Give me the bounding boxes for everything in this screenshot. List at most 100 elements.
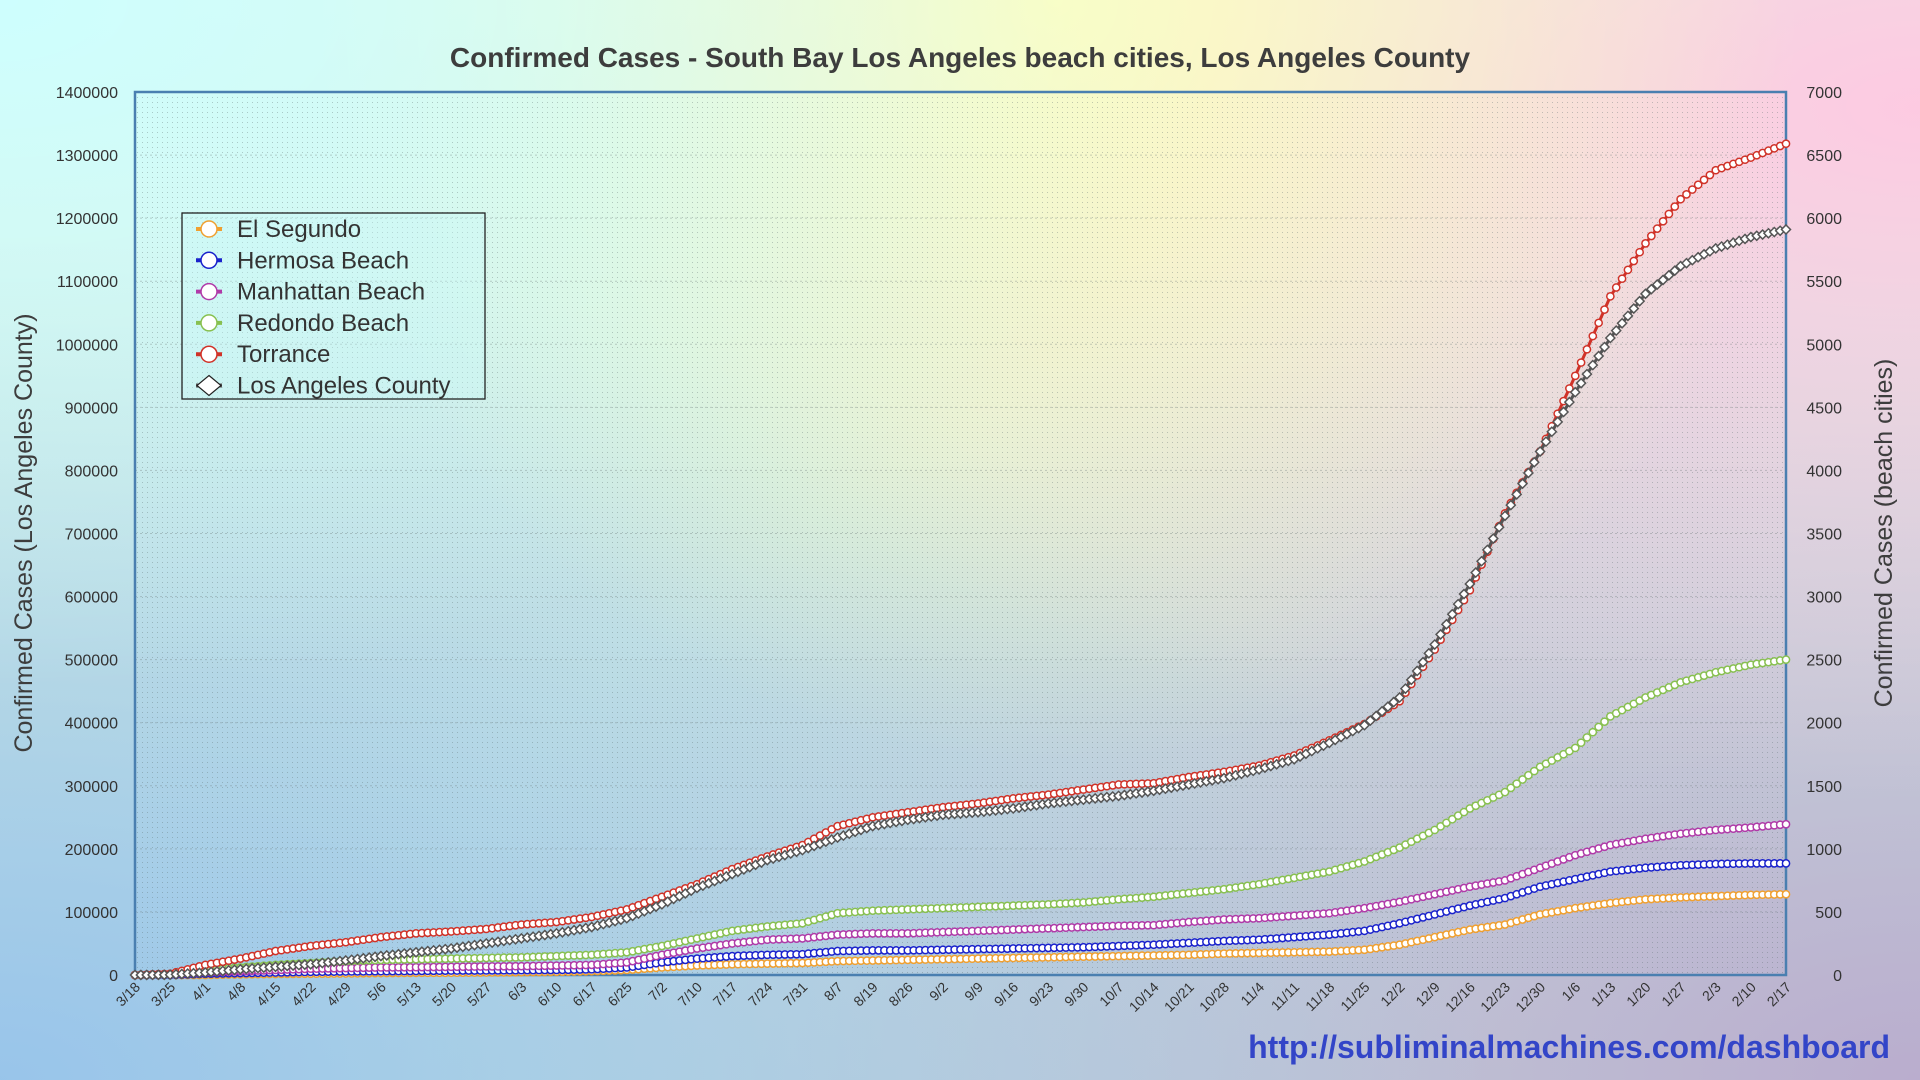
data-point: [1664, 209, 1674, 219]
data-point: [1487, 532, 1499, 545]
y-left-tick-label: 1100000: [57, 274, 118, 291]
data-point: [1464, 578, 1476, 590]
data-point: [1670, 202, 1680, 211]
y-left-tick-label: 0: [109, 968, 118, 985]
y-right-tick-label: 1000: [1806, 842, 1842, 859]
dashboard-url-link[interactable]: http://subliminalmachines.com/dashboard: [1248, 1029, 1890, 1065]
legend-item: Manhattan Beach: [196, 279, 425, 306]
data-point: [1576, 358, 1586, 367]
data-point: [1629, 256, 1639, 266]
legend-item: Torrance: [196, 341, 330, 368]
data-point: [1518, 775, 1527, 784]
y-right-tick-label: 5000: [1806, 337, 1842, 354]
y-right-tick-label: 7000: [1806, 85, 1842, 102]
x-tick-label: 4/15: [253, 979, 284, 1010]
x-tick-label: 10/28: [1196, 979, 1232, 1015]
data-point: [1382, 701, 1394, 713]
data-point: [1475, 555, 1488, 567]
x-tick-label: 2/17: [1764, 979, 1795, 1010]
x-tick-label: 11/4: [1237, 979, 1267, 1009]
data-point: [1781, 889, 1791, 899]
x-tick-label: 9/16: [991, 979, 1022, 1010]
data-point: [1370, 710, 1382, 722]
data-point: [1569, 386, 1581, 398]
data-point: [1399, 683, 1412, 695]
series-layer: [129, 139, 1792, 981]
data-point: [1646, 231, 1656, 241]
data-point: [1593, 350, 1605, 362]
data-point: [1511, 488, 1523, 500]
data-point: [1606, 292, 1615, 301]
y-right-tick-label: 6000: [1806, 211, 1842, 228]
legend-label: Torrance: [237, 341, 330, 368]
data-point: [1693, 180, 1703, 190]
legend-circle-icon: [200, 220, 218, 238]
y-left-tick-label: 400000: [65, 716, 118, 733]
data-point: [1617, 274, 1627, 284]
x-tick-label: 9/23: [1026, 979, 1057, 1010]
data-point: [1676, 194, 1685, 204]
legend-circle-icon: [200, 282, 218, 301]
gridlines: [135, 154, 1786, 913]
y-left-tick-label: 500000: [65, 653, 118, 670]
data-point: [1639, 288, 1652, 300]
data-point: [1610, 325, 1622, 337]
y-axis-right-title: Confirmed Cases (beach cities): [1870, 359, 1898, 708]
data-point: [1658, 216, 1668, 226]
x-tick-label: 4/8: [223, 979, 248, 1004]
y-axis-right: 0 500 1000 1500 2000 2500 3000 3500 4000 4500 5000…: [1806, 85, 1842, 985]
x-tick-label: 10/21: [1161, 979, 1197, 1015]
legend-circle-icon: [200, 251, 218, 270]
legend-item: Hermosa Beach: [196, 247, 409, 274]
data-point: [1604, 332, 1616, 344]
y-left-tick-label: 1000000: [56, 337, 118, 354]
data-point: [1411, 665, 1423, 677]
data-point: [1516, 478, 1529, 490]
data-point: [1641, 239, 1650, 248]
legend-item: El Segundo: [196, 216, 361, 243]
x-tick-label: 12/30: [1512, 979, 1548, 1015]
x-tick-label: 2/10: [1728, 979, 1759, 1010]
x-tick-label: 11/25: [1337, 979, 1373, 1015]
data-point: [1687, 185, 1697, 194]
data-point: [1435, 628, 1447, 640]
x-tick-label: 12/23: [1477, 979, 1513, 1015]
data-point: [1405, 674, 1417, 686]
series-redondo-beach: [130, 655, 1791, 980]
x-tick-label: 9/9: [961, 979, 986, 1004]
data-point: [1600, 717, 1609, 727]
data-point: [1552, 416, 1564, 428]
data-point: [1499, 510, 1511, 522]
data-point: [1588, 727, 1598, 737]
data-point: [1581, 368, 1593, 380]
plot-area: [135, 92, 1786, 975]
data-point: [1546, 426, 1558, 438]
data-point: [1534, 445, 1546, 458]
x-tick-label: 5/13: [394, 979, 425, 1010]
x-tick-label: 1/6: [1558, 979, 1583, 1004]
x-tick-label: 6/25: [604, 979, 635, 1010]
x-tick-label: 7/10: [675, 979, 706, 1010]
data-point: [1524, 770, 1533, 780]
data-point: [1587, 359, 1599, 371]
data-point: [1506, 783, 1516, 793]
x-tick-label: 6/17: [569, 979, 600, 1010]
legend-label: El Segundo: [237, 216, 361, 243]
y-right-tick-label: 500: [1815, 905, 1842, 922]
x-tick-label: 7/2: [645, 979, 670, 1004]
x-tick-label: 4/22: [288, 979, 319, 1010]
data-point: [1528, 456, 1540, 468]
legend-item: Los Angeles County: [196, 373, 450, 400]
x-tick-label: 12/16: [1442, 979, 1478, 1015]
y-right-tick-label: 6500: [1806, 148, 1842, 165]
data-point: [1575, 377, 1587, 389]
y-left-tick-label: 900000: [65, 400, 118, 417]
data-point: [1594, 722, 1604, 732]
data-point: [1452, 598, 1464, 610]
x-tick-label: 6/3: [504, 979, 529, 1004]
data-point: [1500, 787, 1510, 797]
y-right-tick-label: 2000: [1806, 716, 1842, 733]
y-right-tick-label: 0: [1833, 968, 1842, 985]
data-point: [1705, 170, 1715, 180]
data-point: [1417, 656, 1429, 668]
